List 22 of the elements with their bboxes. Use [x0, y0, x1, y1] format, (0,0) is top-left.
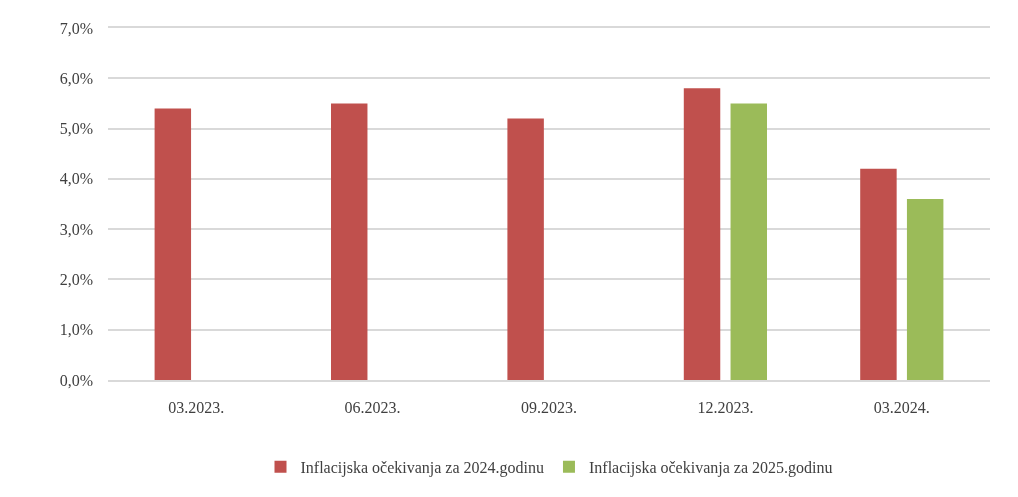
y-tick-label: 4,0%: [59, 170, 93, 188]
bar: [730, 103, 767, 380]
bar: [507, 118, 544, 380]
x-tick-label: 12.2023.: [697, 398, 754, 416]
y-tick-label: 2,0%: [59, 271, 93, 289]
y-tick-label: 7,0%: [59, 19, 93, 37]
bar: [683, 88, 721, 380]
y-tick-label: 5,0%: [59, 120, 93, 138]
x-tick-label: 09.2023.: [521, 398, 577, 416]
y-tick-label: 6,0%: [59, 69, 93, 87]
y-tick-label: 1,0%: [59, 321, 93, 339]
y-tick-label: 3,0%: [59, 220, 93, 238]
x-tick-label: 03.2024.: [873, 398, 930, 416]
bar: [860, 168, 897, 380]
x-tick-label: 06.2023.: [344, 398, 401, 416]
x-tick-label: 03.2023.: [168, 398, 225, 416]
bar: [906, 198, 944, 380]
legend-label: Inflacijska očekivanja za 2024.godinu: [300, 459, 544, 478]
bar: [154, 108, 192, 380]
bar: [331, 103, 368, 380]
legend-label: Inflacijska očekivanja za 2025.godinu: [588, 459, 833, 478]
y-tick-label: 0,0%: [59, 371, 93, 389]
